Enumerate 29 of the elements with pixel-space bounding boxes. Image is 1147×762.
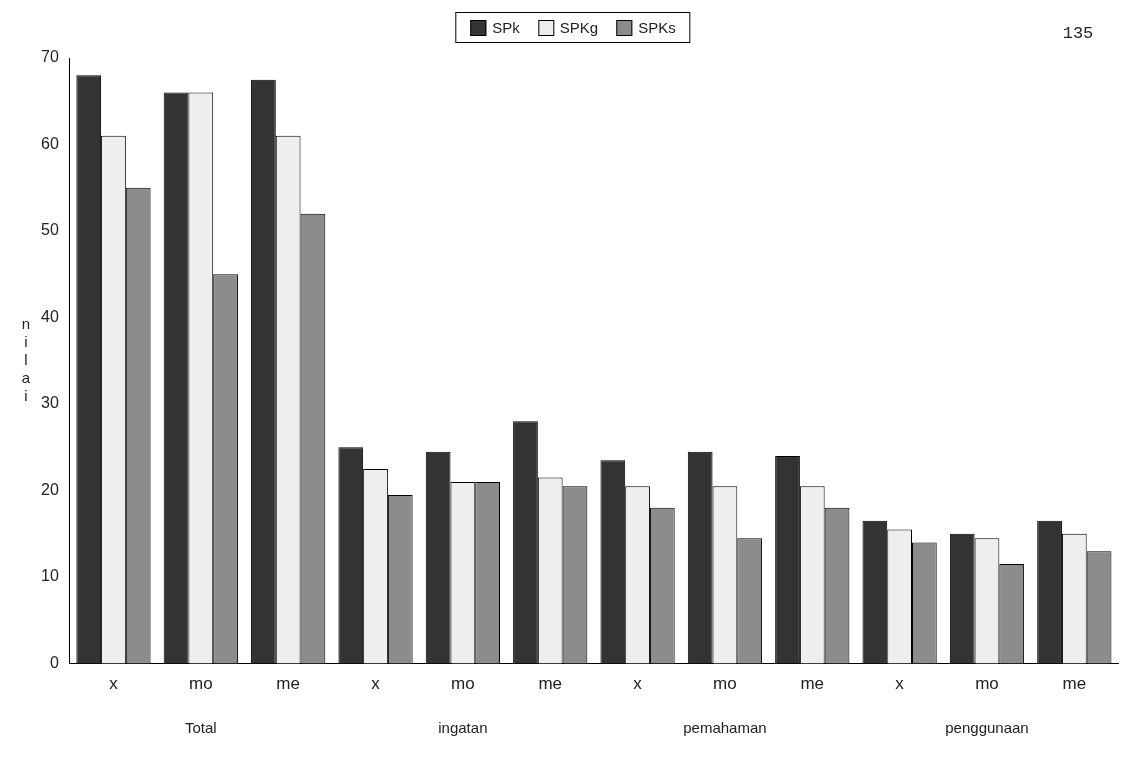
x-tick-label: mo xyxy=(713,674,737,694)
legend-label: SPKs xyxy=(638,19,676,36)
y-tick-label: 10 xyxy=(41,567,59,585)
y-tick-label: 70 xyxy=(41,48,59,66)
legend-label: SPk xyxy=(492,19,520,36)
x-tick-label: x xyxy=(371,674,381,694)
y-tick-label: 60 xyxy=(41,134,59,152)
text: penggunaan xyxy=(945,718,1029,736)
y-axis-title: nilai xyxy=(21,314,31,404)
y-tick-label: 20 xyxy=(41,480,59,498)
legend-label: SPKg xyxy=(559,19,599,36)
x-tick-label: me xyxy=(1062,674,1087,694)
text: ingatan xyxy=(438,718,488,736)
x-tick-label: x xyxy=(109,674,119,694)
x-tick-label: mo xyxy=(975,674,999,694)
text: 135 xyxy=(1062,23,1094,43)
x-tick-label: mo xyxy=(451,674,475,694)
text: pemahaman xyxy=(683,718,767,736)
x-tick-label: x xyxy=(895,674,905,694)
y-tick-label: 50 xyxy=(41,221,59,239)
x-tick-label: mo xyxy=(189,674,213,694)
x-tick-label: me xyxy=(276,674,300,694)
x-tick-label: me xyxy=(800,674,825,694)
x-tick-label: me xyxy=(538,674,563,694)
y-tick-label: 40 xyxy=(41,307,59,325)
y-tick-label: 30 xyxy=(41,394,59,412)
y-tick-label: 0 xyxy=(49,654,59,672)
x-tick-label: x xyxy=(633,674,643,694)
text: Total xyxy=(184,718,217,736)
